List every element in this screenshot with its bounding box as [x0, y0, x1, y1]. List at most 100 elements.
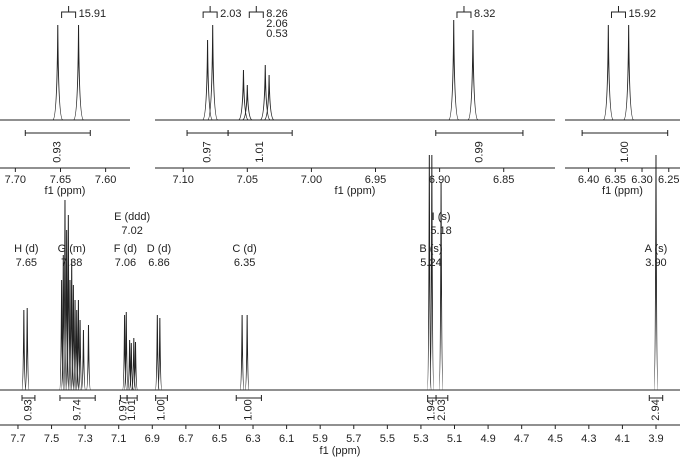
- integral-label: 2.94: [650, 399, 662, 420]
- coupling-label: 15.92: [628, 8, 656, 20]
- integral-label: 0.99: [473, 141, 485, 162]
- peak-assignment: G (m): [58, 243, 86, 255]
- coupling-fork: [610, 6, 626, 18]
- integral-label: 1.00: [619, 141, 631, 162]
- integral-bracket: [648, 395, 664, 401]
- integral-label: 0.93: [52, 141, 64, 162]
- integral-bracket: [581, 130, 669, 136]
- peak: [64, 229, 70, 391]
- x-tick-label: 7.3: [77, 433, 92, 445]
- x-tick-label: 6.5: [212, 433, 227, 445]
- peak: [75, 299, 81, 391]
- coupling-label: 2.06: [266, 18, 287, 30]
- peak-assignment: C (d): [232, 243, 256, 255]
- integral-label: 1.00: [155, 399, 167, 420]
- x-tick-label: 3.9: [648, 433, 663, 445]
- x-tick-label: 7.65: [50, 174, 71, 186]
- peak-assignment: D (d): [147, 243, 171, 255]
- x-tick-label: 6.1: [279, 433, 294, 445]
- integral-label: 1.01: [126, 399, 138, 420]
- peak: [263, 74, 275, 121]
- integral-label: 1.01: [254, 141, 266, 162]
- peak: [623, 24, 635, 121]
- peak-shift: 6.35: [234, 257, 255, 269]
- peak: [131, 337, 137, 391]
- integral-label: 0.97: [201, 141, 213, 162]
- peak-assignment: A (s): [645, 243, 668, 255]
- integral-bracket: [435, 130, 524, 136]
- peak: [62, 199, 68, 391]
- peak-assignment: H (d): [14, 243, 38, 255]
- coupling-fork: [456, 6, 472, 18]
- peak: [239, 314, 245, 391]
- peak: [21, 309, 27, 391]
- peak: [259, 64, 271, 121]
- peak-shift: 3.90: [645, 257, 666, 269]
- peak-assignment: B (s): [419, 243, 442, 255]
- x-tick-label: 6.9: [145, 433, 160, 445]
- coupling-fork: [202, 6, 218, 18]
- x-axis-label: f1 (ppm): [45, 185, 86, 197]
- peak: [85, 324, 91, 391]
- x-tick-label: 6.90: [429, 174, 450, 186]
- peak-shift: 5.24: [420, 257, 441, 269]
- coupling-label: 8.32: [474, 8, 495, 20]
- peak: [80, 329, 86, 391]
- integral-bracket: [227, 130, 293, 136]
- integral-bracket: [235, 395, 262, 401]
- peak: [244, 314, 250, 391]
- peak: [132, 341, 138, 391]
- peak: [72, 299, 78, 391]
- coupling-label: 15.91: [79, 8, 107, 20]
- x-tick-label: 6.95: [365, 174, 386, 186]
- x-tick-label: 5.1: [447, 433, 462, 445]
- peak-assignment: I (s): [432, 211, 451, 223]
- integral-bracket: [435, 395, 449, 401]
- x-tick-label: 4.9: [480, 433, 495, 445]
- integral-bracket: [59, 395, 96, 401]
- peak-shift: 7.06: [115, 257, 136, 269]
- peak: [69, 259, 75, 391]
- x-tick-label: 5.3: [413, 433, 428, 445]
- peak: [429, 154, 435, 391]
- peak: [122, 314, 128, 391]
- integral-bracket: [126, 395, 138, 401]
- integral-label: 2.03: [436, 399, 448, 420]
- x-tick-label: 4.5: [548, 433, 563, 445]
- integral-bracket: [21, 395, 36, 401]
- integral-label: 1.00: [243, 399, 255, 420]
- peak: [24, 307, 30, 391]
- peak: [653, 154, 659, 391]
- peak: [59, 279, 65, 391]
- x-tick-label: 7.70: [5, 174, 26, 186]
- x-tick-label: 6.25: [658, 174, 679, 186]
- peak: [242, 84, 253, 121]
- peak-shift: 7.38: [61, 257, 82, 269]
- peak: [65, 214, 71, 391]
- x-tick-label: 7.7: [10, 433, 25, 445]
- x-tick-label: 4.3: [581, 433, 596, 445]
- peak: [448, 19, 460, 121]
- x-axis-label: f1 (ppm): [320, 445, 361, 457]
- peak: [238, 69, 249, 121]
- x-axis-label: f1 (ppm): [602, 185, 643, 197]
- peak: [67, 279, 73, 391]
- coupling-fork: [61, 6, 77, 18]
- coupling-fork: [248, 6, 264, 18]
- peak: [74, 309, 80, 391]
- peak: [60, 254, 66, 391]
- x-tick-label: 6.40: [578, 174, 599, 186]
- x-tick-label: 6.7: [178, 433, 193, 445]
- x-tick-label: 7.60: [95, 174, 116, 186]
- spectrum-panel: 1.00 6.40 6.35 6.30 6.25 f1 (ppm) 15.92: [565, 6, 680, 197]
- spectrum-panel: 0.93 7.70 7.65 7.60 f1 (ppm) 15.91: [0, 6, 130, 197]
- peak-shift: 7.02: [121, 225, 142, 237]
- spectrum-panel: 0.93 9.74 0.971.01 1.00 1.00 1.942.03 2.94 7.7 7…: [0, 154, 680, 457]
- peak: [438, 181, 444, 391]
- peak-shift: 6.86: [148, 257, 169, 269]
- peak: [602, 24, 614, 121]
- x-tick-label: 7.00: [301, 174, 322, 186]
- peak: [127, 339, 133, 391]
- x-tick-label: 7.10: [172, 174, 193, 186]
- x-tick-label: 5.9: [313, 433, 328, 445]
